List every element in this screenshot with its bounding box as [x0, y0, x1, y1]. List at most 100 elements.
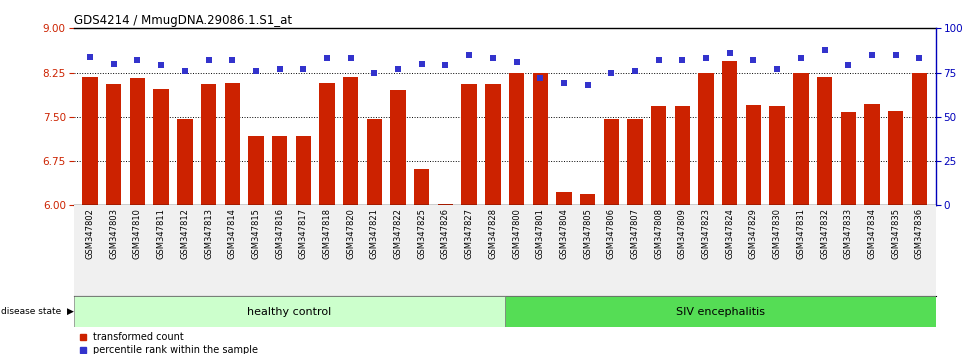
Point: [414, 61, 429, 67]
Text: GSM347824: GSM347824: [725, 208, 734, 259]
Text: GSM347825: GSM347825: [417, 208, 426, 259]
Bar: [911, 73, 927, 205]
Bar: [129, 78, 145, 205]
Point: [674, 57, 690, 63]
Point: [604, 70, 619, 75]
Text: GSM347805: GSM347805: [583, 208, 592, 259]
Point: [201, 57, 217, 63]
Text: GSM347810: GSM347810: [133, 208, 142, 259]
Text: GSM347809: GSM347809: [678, 208, 687, 259]
Bar: [674, 106, 690, 205]
Point: [911, 56, 927, 61]
Text: GSM347820: GSM347820: [346, 208, 355, 259]
Bar: [532, 73, 548, 205]
Text: GSM347830: GSM347830: [772, 208, 782, 259]
Bar: [722, 61, 738, 205]
Text: disease state  ▶: disease state ▶: [1, 307, 74, 316]
Point: [793, 56, 808, 61]
Text: GSM347832: GSM347832: [820, 208, 829, 259]
Text: GSM347806: GSM347806: [607, 208, 615, 259]
Point: [438, 63, 454, 68]
Text: GSM347803: GSM347803: [110, 208, 119, 259]
Legend: transformed count, percentile rank within the sample: transformed count, percentile rank withi…: [78, 332, 258, 354]
Point: [864, 52, 880, 58]
Bar: [864, 104, 880, 205]
Bar: [248, 136, 264, 205]
Bar: [415, 169, 429, 205]
Point: [462, 52, 477, 58]
Point: [367, 70, 382, 75]
Point: [177, 68, 193, 74]
Text: GSM347827: GSM347827: [465, 208, 473, 259]
Text: GSM347808: GSM347808: [655, 208, 663, 259]
Bar: [699, 73, 713, 205]
Text: GSM347835: GSM347835: [891, 208, 900, 259]
Point: [769, 66, 785, 72]
Bar: [746, 105, 761, 205]
Point: [485, 56, 501, 61]
Bar: [438, 204, 453, 205]
Text: GSM347801: GSM347801: [536, 208, 545, 259]
Text: healthy control: healthy control: [247, 307, 331, 316]
Point: [888, 52, 904, 58]
Text: GSM347802: GSM347802: [85, 208, 95, 259]
Text: GSM347804: GSM347804: [560, 208, 568, 259]
Point: [627, 68, 643, 74]
Text: GSM347828: GSM347828: [488, 208, 498, 259]
Bar: [367, 119, 382, 205]
Text: GSM347811: GSM347811: [157, 208, 166, 259]
Text: GSM347834: GSM347834: [867, 208, 876, 259]
Text: GSM347814: GSM347814: [227, 208, 237, 259]
Point: [698, 56, 713, 61]
Bar: [74, 296, 505, 327]
Text: GSM347815: GSM347815: [252, 208, 261, 259]
Text: GSM347813: GSM347813: [204, 208, 213, 259]
Bar: [888, 111, 904, 205]
Bar: [485, 84, 501, 205]
Bar: [769, 106, 785, 205]
Bar: [817, 77, 832, 205]
Text: GSM347812: GSM347812: [180, 208, 189, 259]
Bar: [201, 84, 217, 205]
Bar: [343, 77, 359, 205]
Text: GSM347833: GSM347833: [844, 208, 853, 259]
Point: [556, 80, 571, 86]
Point: [722, 50, 738, 56]
Point: [651, 57, 666, 63]
Bar: [296, 136, 311, 205]
Bar: [106, 84, 122, 205]
Point: [271, 66, 287, 72]
Point: [580, 82, 596, 88]
Text: GSM347807: GSM347807: [630, 208, 640, 259]
Text: SIV encephalitis: SIV encephalitis: [676, 307, 764, 316]
Text: GSM347836: GSM347836: [914, 208, 924, 259]
Bar: [841, 112, 856, 205]
Bar: [651, 106, 666, 205]
Text: GSM347831: GSM347831: [797, 208, 806, 259]
Text: GDS4214 / MmugDNA.29086.1.S1_at: GDS4214 / MmugDNA.29086.1.S1_at: [74, 14, 292, 27]
Point: [841, 63, 857, 68]
Point: [343, 56, 359, 61]
Bar: [604, 119, 619, 205]
Point: [129, 57, 145, 63]
Text: GSM347817: GSM347817: [299, 208, 308, 259]
Point: [296, 66, 312, 72]
Bar: [82, 77, 98, 205]
Point: [153, 63, 169, 68]
Bar: [462, 84, 477, 205]
Point: [746, 57, 761, 63]
Point: [816, 47, 832, 52]
Bar: [319, 82, 335, 205]
Point: [224, 57, 240, 63]
Text: GSM347818: GSM347818: [322, 208, 331, 259]
Bar: [177, 119, 192, 205]
Bar: [557, 192, 571, 205]
Point: [248, 68, 264, 74]
Bar: [390, 90, 406, 205]
Point: [390, 66, 406, 72]
Point: [106, 61, 122, 67]
Text: GSM347800: GSM347800: [512, 208, 521, 259]
Text: GSM347823: GSM347823: [702, 208, 710, 259]
Text: GSM347816: GSM347816: [275, 208, 284, 259]
Point: [532, 75, 548, 81]
